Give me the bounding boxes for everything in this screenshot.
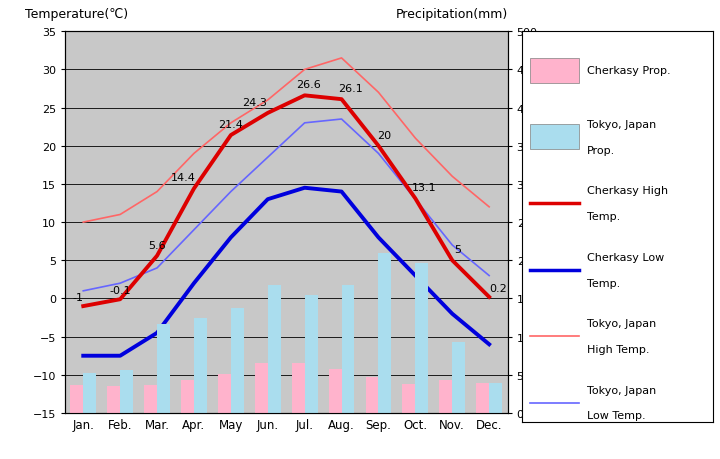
Text: Temp.: Temp.	[587, 278, 620, 288]
Text: 5: 5	[454, 245, 462, 255]
Text: 13.1: 13.1	[413, 183, 437, 193]
Text: Temperature(℃): Temperature(℃)	[25, 8, 128, 21]
Bar	[255, 364, 268, 413]
FancyBboxPatch shape	[530, 125, 579, 150]
Text: 24.3: 24.3	[243, 98, 267, 107]
Text: Precipitation(mm): Precipitation(mm)	[395, 8, 508, 21]
Bar	[71, 385, 84, 413]
Bar	[476, 383, 489, 413]
Text: 0.2: 0.2	[490, 284, 508, 293]
Bar	[328, 369, 341, 413]
Text: 5.6: 5.6	[148, 240, 166, 250]
Bar	[489, 383, 502, 413]
Bar	[415, 263, 428, 413]
Bar	[452, 342, 465, 413]
Bar	[439, 381, 452, 413]
Bar	[402, 384, 415, 413]
Bar	[341, 285, 354, 413]
Text: High Temp.: High Temp.	[587, 344, 649, 354]
Bar	[157, 324, 170, 413]
Bar	[305, 296, 318, 413]
Bar	[107, 386, 120, 413]
Bar	[231, 308, 244, 413]
Text: Prop.: Prop.	[587, 145, 615, 155]
Bar	[120, 370, 133, 413]
Bar	[379, 253, 392, 413]
Bar	[84, 374, 96, 413]
Text: -0.1: -0.1	[109, 286, 131, 296]
Text: 14.4: 14.4	[171, 173, 195, 183]
Text: 21.4: 21.4	[218, 120, 243, 129]
Text: Cherkasy Prop.: Cherkasy Prop.	[587, 66, 670, 76]
Text: 26.1: 26.1	[338, 84, 363, 94]
Text: Tokyo, Japan: Tokyo, Japan	[587, 385, 656, 395]
Text: Temp.: Temp.	[587, 212, 620, 222]
Text: 20: 20	[377, 130, 391, 140]
Bar	[366, 377, 379, 413]
FancyBboxPatch shape	[530, 58, 579, 84]
Bar	[292, 364, 305, 413]
Text: Cherkasy High: Cherkasy High	[587, 186, 668, 196]
Text: Tokyo, Japan: Tokyo, Japan	[587, 319, 656, 329]
Bar	[268, 285, 281, 413]
Bar	[194, 318, 207, 413]
Text: 26.6: 26.6	[296, 80, 320, 90]
Bar	[218, 374, 231, 413]
Bar	[181, 381, 194, 413]
Text: -1: -1	[72, 293, 84, 302]
Text: Tokyo, Japan: Tokyo, Japan	[587, 120, 656, 130]
Text: Cherkasy Low: Cherkasy Low	[587, 252, 664, 263]
Text: Low Temp.: Low Temp.	[587, 410, 646, 420]
Bar	[144, 385, 157, 413]
